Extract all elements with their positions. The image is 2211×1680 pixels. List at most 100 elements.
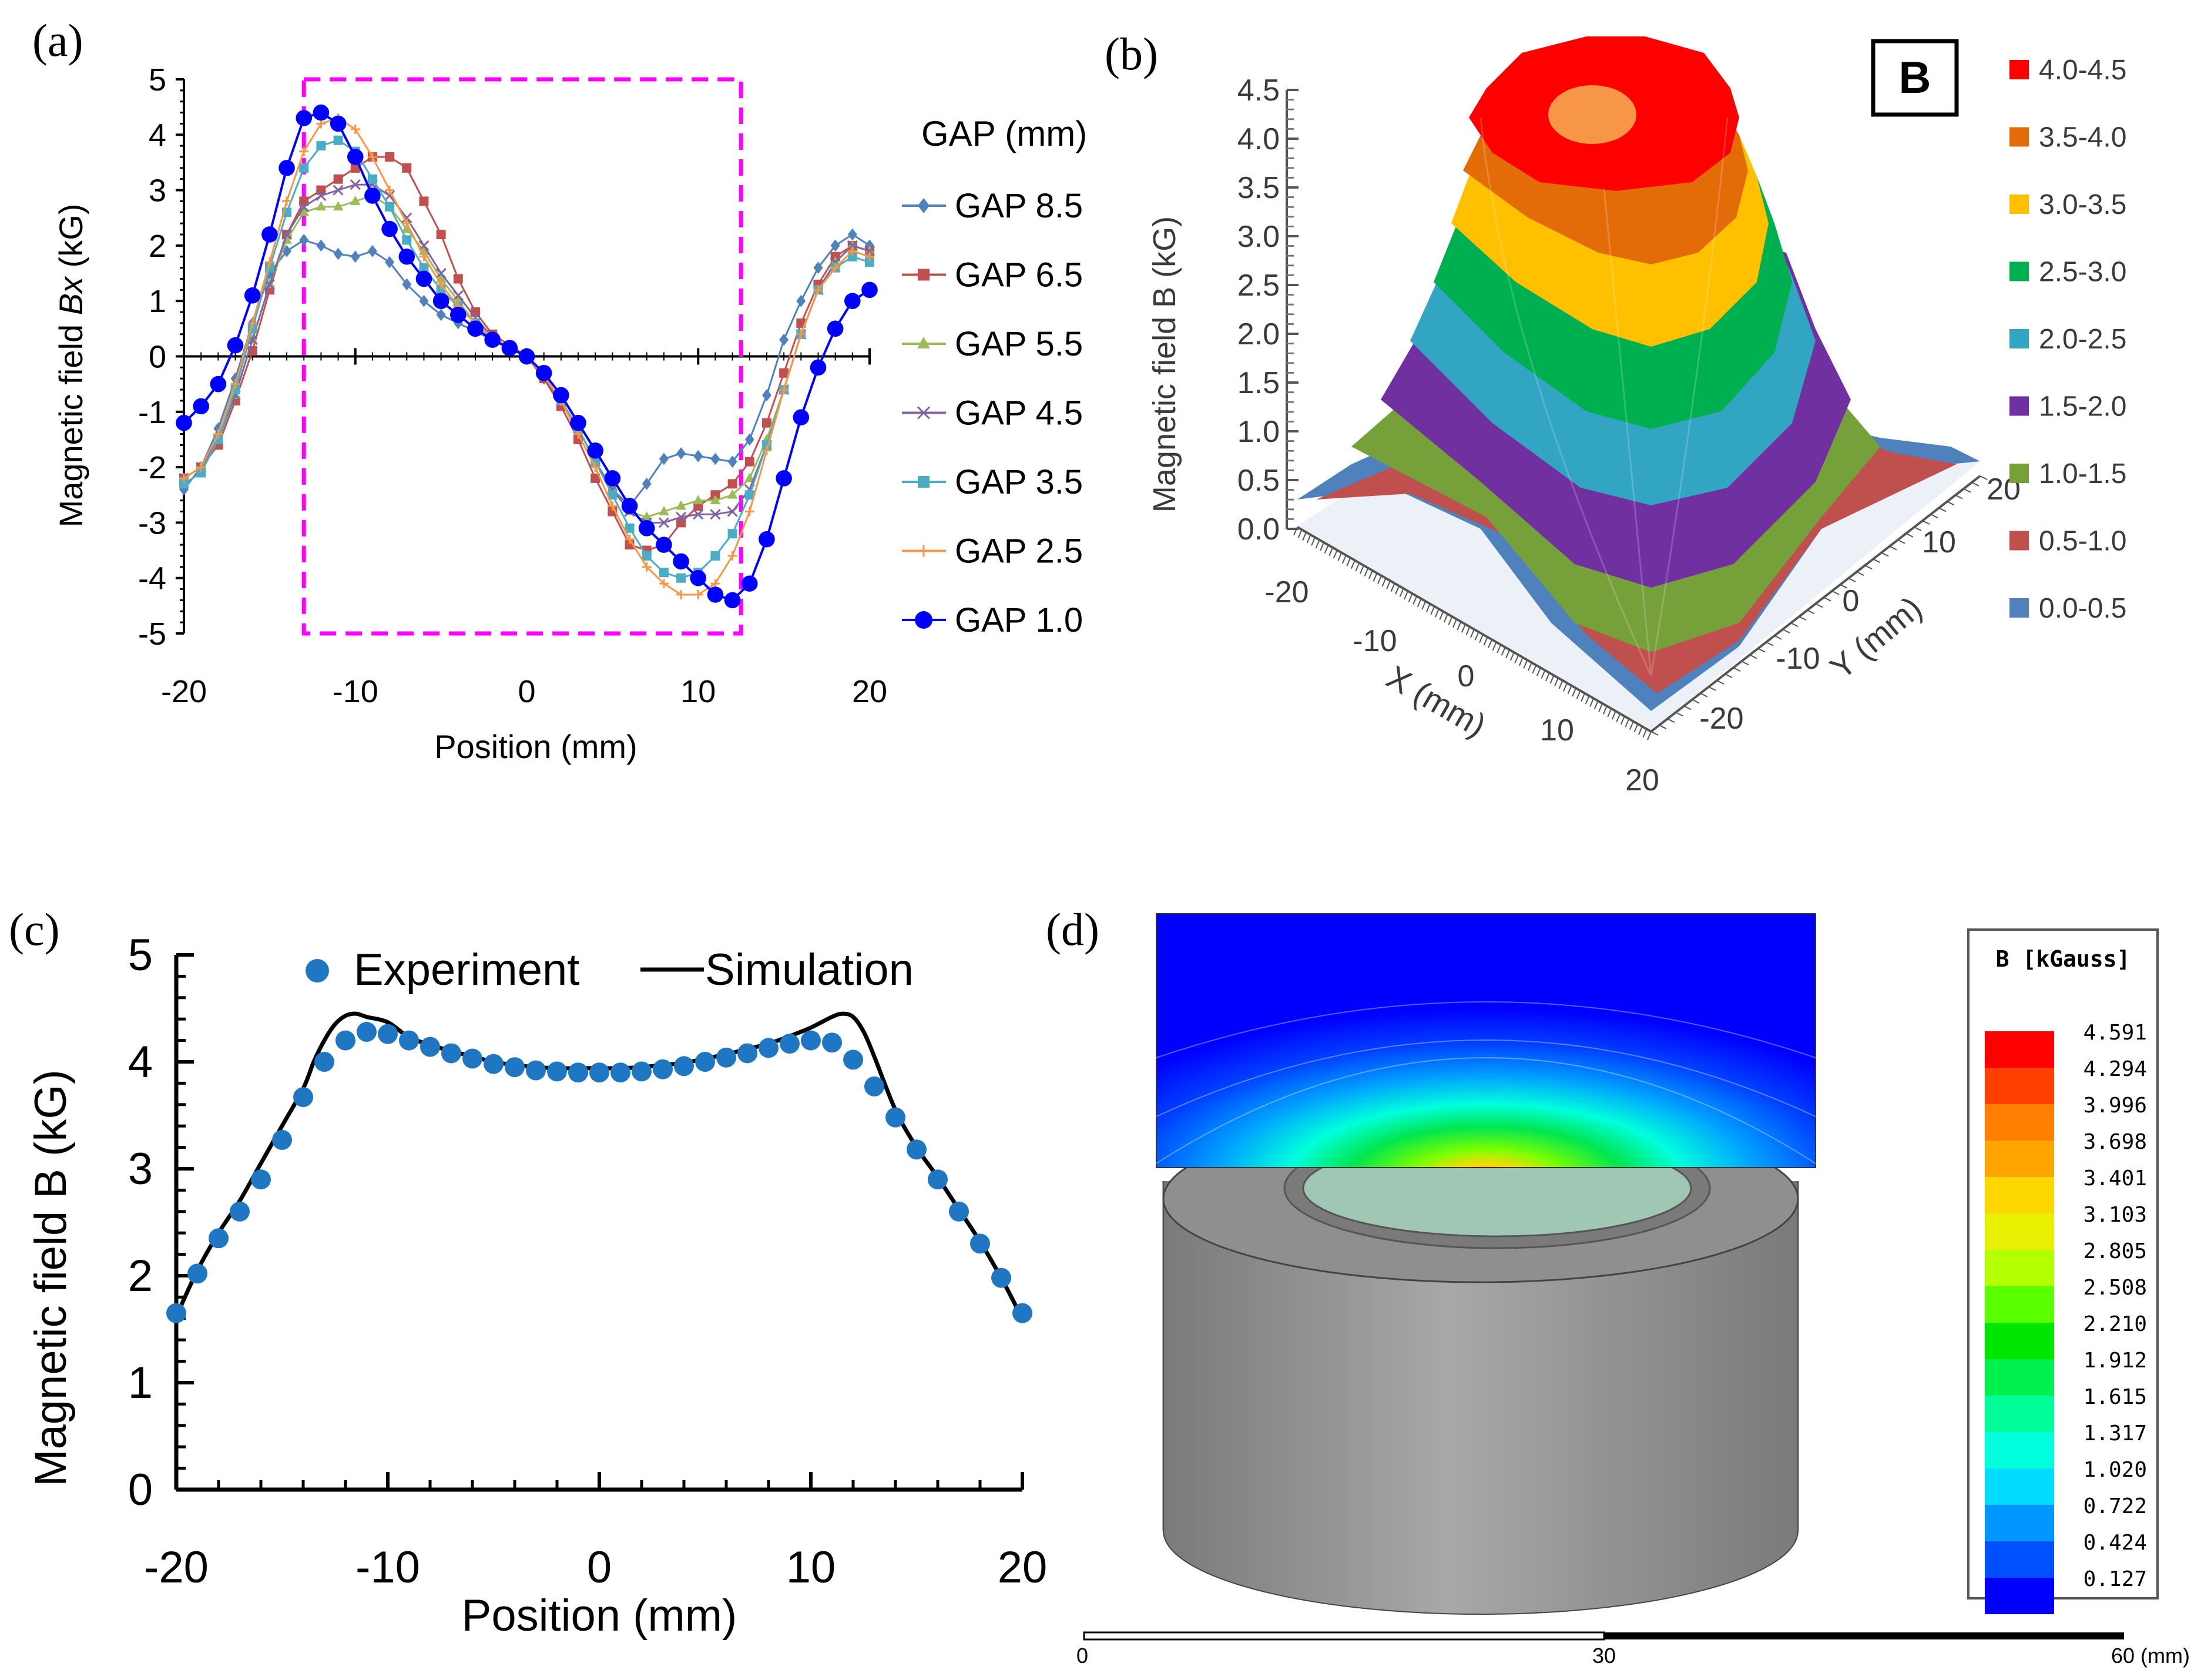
chart-b-x-tick <box>1492 642 1497 651</box>
chart-b-x-tick <box>1448 616 1453 625</box>
legend-item: 3.0-3.5 <box>2009 189 2126 220</box>
chart-b-y-tick <box>1914 527 1922 531</box>
data-point <box>282 196 292 206</box>
experiment-point <box>505 1057 525 1078</box>
chart-b-badge: B <box>1899 53 1931 103</box>
panel-label-b: (b) <box>1105 28 1158 79</box>
chart-b-x-tick <box>1293 527 1298 536</box>
experiment-point <box>907 1139 927 1160</box>
experiment-point <box>441 1043 461 1064</box>
data-point <box>264 257 274 267</box>
legend-swatch <box>2009 60 2029 79</box>
data-point <box>401 212 412 223</box>
chart-b-x-tick <box>1399 588 1404 597</box>
chart-b-z-tick-label: 3.0 <box>1237 220 1280 254</box>
data-point <box>347 149 364 165</box>
chart-a-y-tick-label: 2 <box>149 229 166 264</box>
chart-b-x-tick <box>1333 549 1338 559</box>
data-point <box>710 551 720 561</box>
colorbar-label: 1.912 <box>2083 1349 2147 1373</box>
chart-a-y-tick-label: 5 <box>149 62 166 98</box>
data-point <box>710 495 721 505</box>
chart-b-x-tick <box>1465 626 1471 636</box>
colorbar-label: 1.317 <box>2083 1421 2147 1446</box>
chart-b-z-tick-label: 3.5 <box>1237 171 1280 205</box>
experiment-point <box>653 1059 673 1079</box>
chart-b-y-tick <box>1922 520 1930 525</box>
data-point <box>727 489 738 499</box>
data-point <box>727 506 738 517</box>
data-point <box>244 287 261 304</box>
chart-c-legend-experiment: Experiment <box>354 945 579 995</box>
legend-label: 0.5-1.0 <box>2039 526 2126 557</box>
chart-b-y-tick-label: -20 <box>1699 702 1743 736</box>
data-point <box>385 202 395 212</box>
scalebar-label-60: 60 (mm) <box>2111 1644 2190 1668</box>
data-point <box>693 495 704 505</box>
chart-b-x-tick <box>1377 575 1382 585</box>
chart-a-y-tick-label: -5 <box>138 616 166 652</box>
chart-b-x-tick <box>1320 542 1325 551</box>
legend-label: 1.5-2.0 <box>2039 391 2126 422</box>
experiment-point <box>526 1060 546 1081</box>
data-point <box>744 457 754 467</box>
series-gap-8-5 <box>179 228 874 512</box>
chart-b-y-tick <box>1659 725 1667 730</box>
experiment-point <box>610 1062 630 1083</box>
colorbar-swatch <box>1985 1104 2054 1141</box>
chart-b-x-tick <box>1629 721 1634 730</box>
chart-b-x-tick <box>1625 718 1630 727</box>
experiment-point <box>251 1169 271 1190</box>
panel-label-a: (a) <box>32 15 83 66</box>
data-point <box>673 553 689 570</box>
chart-b-y-tick <box>1831 590 1840 595</box>
chart-b-x-tick <box>1328 547 1334 556</box>
chart-b-x-tick-label: 0 <box>1458 659 1475 693</box>
chart-b-x-tick <box>1527 662 1532 671</box>
colorbar-swatch <box>1985 1250 2054 1286</box>
data-point <box>402 278 412 291</box>
chart-b-y-tick <box>1815 603 1823 608</box>
chart-b-y-tick <box>1807 609 1815 615</box>
data-point <box>364 187 381 204</box>
data-point <box>759 531 775 548</box>
chart-b-x-tick <box>1311 537 1316 546</box>
experiment-point <box>568 1062 588 1083</box>
legend-label: GAP 6.5 <box>955 256 1083 294</box>
chart-b-y-tick-label: 0 <box>1843 584 1860 618</box>
chart-b-y-tick <box>1749 654 1757 659</box>
data-point <box>638 520 655 536</box>
legend-label: 4.0-4.5 <box>2039 55 2126 86</box>
legend-swatch <box>2009 531 2029 551</box>
chart-b-x-tick <box>1381 578 1387 587</box>
legend-label: 0.0-0.5 <box>2039 593 2126 624</box>
data-point <box>625 534 635 544</box>
experiment-point <box>314 1052 334 1072</box>
chart-a-y-tick-label: -3 <box>138 505 166 541</box>
chart-b-x-tick <box>1501 647 1506 656</box>
chart-a-y-tick-label: 3 <box>149 173 166 209</box>
experiment-point <box>420 1037 440 1057</box>
legend-label: 3.0-3.5 <box>2039 189 2126 220</box>
chart-c-y-tick-label: 2 <box>128 1251 153 1301</box>
data-point <box>176 414 192 431</box>
data-point <box>435 267 447 279</box>
chart-b-x-tick <box>1425 603 1431 612</box>
chart-b-x-tick <box>1549 675 1555 684</box>
data-point <box>179 473 189 483</box>
experiment-point <box>843 1049 863 1070</box>
data-point <box>591 462 600 472</box>
data-point <box>436 308 446 321</box>
chart-a-y-tick-label: -4 <box>138 561 166 596</box>
colorbar-swatch <box>1985 1359 2054 1396</box>
chart-b-ylabel: Y (mm) <box>1823 589 1928 686</box>
legend-marker <box>915 611 932 629</box>
chart-b-y-tick <box>1708 686 1716 691</box>
chart-b-x-tick <box>1306 534 1311 544</box>
colorbar-label: 1.020 <box>2083 1458 2147 1482</box>
chart-b-y-tick <box>1675 712 1683 717</box>
colorbar-bin: 4.294 <box>1985 1057 2147 1104</box>
data-point <box>227 337 244 354</box>
chart-c-y-tick-label: 5 <box>128 930 153 980</box>
chart-b-x-tick <box>1364 568 1369 576</box>
